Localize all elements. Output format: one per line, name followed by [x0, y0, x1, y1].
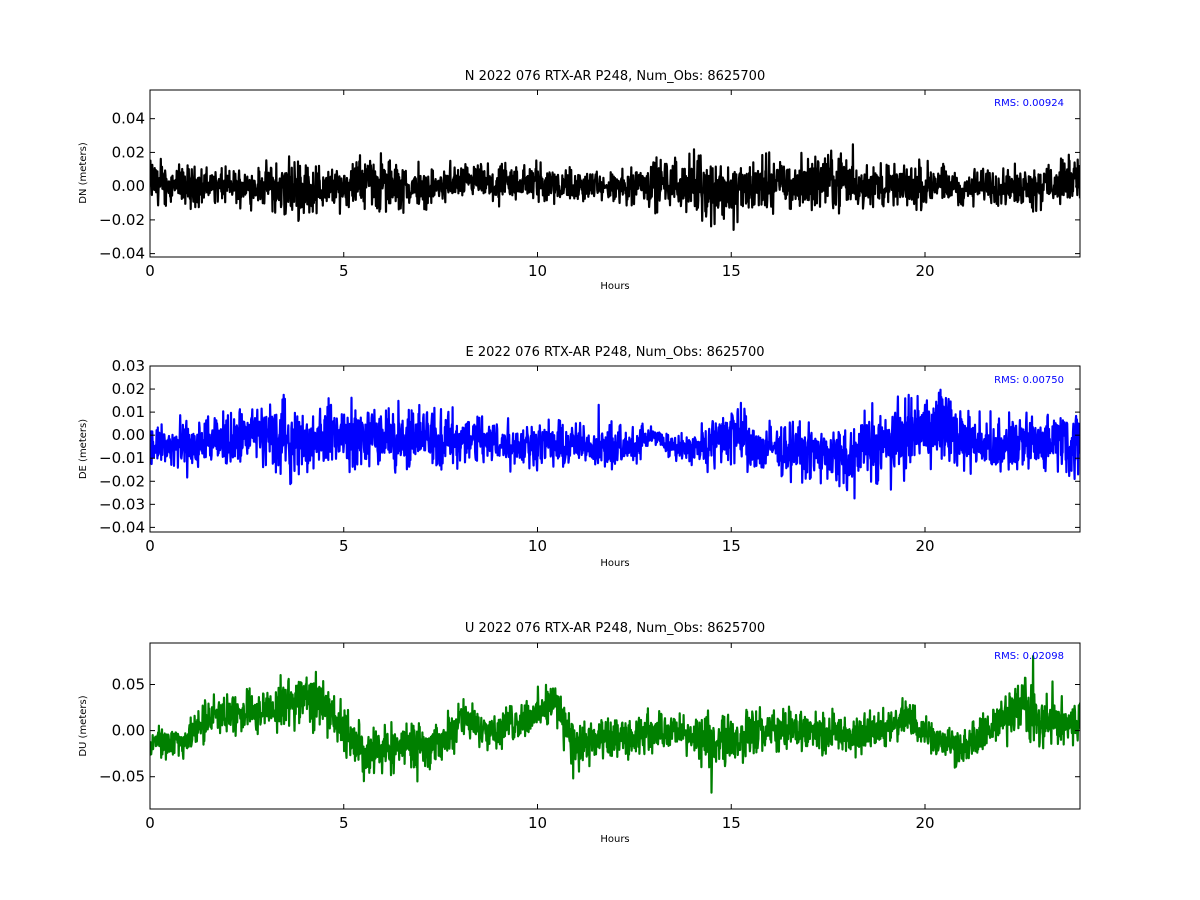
x-tick-label: 15 — [722, 814, 741, 832]
panel-east: E 2022 076 RTX-AR P248, Num_Obs: 8625700… — [78, 345, 1081, 569]
y-tick-label: 0.05 — [112, 676, 145, 694]
panel-north: N 2022 076 RTX-AR P248, Num_Obs: 8625700… — [78, 69, 1081, 292]
x-axis-label: Hours — [600, 558, 629, 569]
x-tick-label: 15 — [722, 262, 741, 280]
y-tick-label: 0.00 — [112, 177, 145, 195]
plot-area: 0 5 10 15 20 −0.04 −0.03 −0.02 −0.01 0.00 0.01 0.02… — [99, 357, 1081, 555]
x-tick-label: 0 — [145, 262, 155, 280]
y-tick-label: −0.02 — [99, 211, 145, 229]
x-axis-label: Hours — [600, 834, 629, 845]
chart-title: N 2022 076 RTX-AR P248, Num_Obs: 8625700 — [465, 69, 765, 84]
y-tick-label: −0.01 — [99, 449, 145, 467]
rms-annotation: RMS: 0.00924 — [994, 98, 1064, 109]
series-line — [150, 388, 1080, 500]
x-tick-label: 10 — [528, 537, 547, 555]
y-tick-label: 0.01 — [112, 403, 145, 421]
plot-frame — [149, 365, 1081, 533]
series-line — [150, 654, 1080, 794]
y-tick-label: −0.04 — [99, 518, 145, 536]
plot-area: 0 5 10 15 20 −0.04 −0.02 0.00 0.02 0.04 — [99, 89, 1081, 280]
y-axis-label: DU (meters) — [78, 695, 89, 756]
y-tick-label: −0.05 — [99, 768, 145, 786]
chart-title: U 2022 076 RTX-AR P248, Num_Obs: 8625700 — [465, 621, 765, 636]
chart-title: E 2022 076 RTX-AR P248, Num_Obs: 8625700 — [466, 345, 765, 360]
y-tick-label: 0.00 — [112, 426, 145, 444]
plot-frame — [149, 642, 1081, 810]
x-tick-label: 5 — [339, 814, 349, 832]
rms-annotation: RMS: 0.00750 — [994, 375, 1064, 386]
y-tick-label: −0.03 — [99, 495, 145, 513]
y-tick-label: −0.04 — [99, 245, 145, 263]
x-tick-label: 0 — [145, 537, 155, 555]
plot-frame — [149, 89, 1081, 258]
y-axis-label: DN (meters) — [78, 142, 89, 204]
plot-area: 0 5 10 15 20 −0.05 0.00 0.05 — [99, 642, 1081, 832]
y-tick-label: 0.02 — [112, 380, 145, 398]
rms-annotation: RMS: 0.02098 — [994, 651, 1064, 662]
x-tick-label: 20 — [915, 814, 934, 832]
x-tick-label: 5 — [339, 537, 349, 555]
y-tick-label: 0.02 — [112, 143, 145, 161]
series-line — [150, 143, 1080, 231]
x-tick-label: 15 — [722, 537, 741, 555]
panel-up: U 2022 076 RTX-AR P248, Num_Obs: 8625700… — [78, 621, 1081, 845]
x-tick-label: 10 — [528, 262, 547, 280]
y-tick-label: −0.02 — [99, 472, 145, 490]
x-tick-label: 5 — [339, 262, 349, 280]
y-tick-label: 0.04 — [112, 110, 145, 128]
y-tick-label: 0.03 — [112, 357, 145, 375]
y-tick-label: 0.00 — [112, 722, 145, 740]
x-tick-label: 10 — [528, 814, 547, 832]
x-tick-label: 20 — [915, 537, 934, 555]
x-tick-label: 20 — [915, 262, 934, 280]
x-tick-label: 0 — [145, 814, 155, 832]
y-axis-label: DE (meters) — [78, 419, 89, 479]
x-axis-label: Hours — [600, 281, 629, 292]
